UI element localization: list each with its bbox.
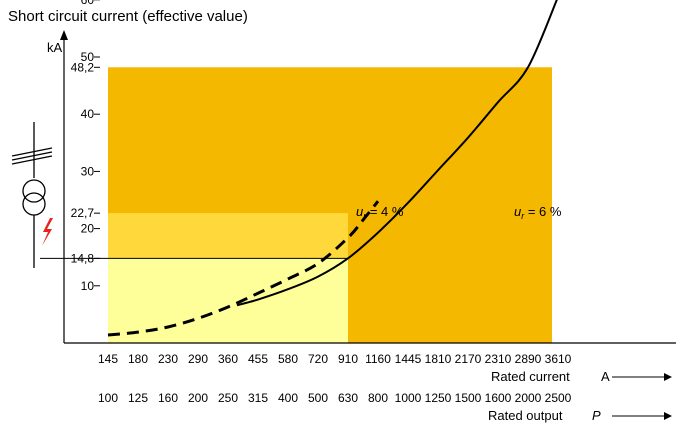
x-tick-label: 580: [278, 352, 298, 366]
x-tick-label: 400: [278, 391, 298, 405]
y-tick-label: 30: [81, 164, 95, 178]
x-tick-group-output: 100 125 160 200 250 315 400 500 630 800 1000 1250 15…: [98, 391, 572, 405]
x-tick-label: 1810: [425, 352, 452, 366]
y-tick-label: 60: [81, 0, 95, 7]
x-tick-label: 1600: [485, 391, 512, 405]
lightning-icon: [42, 218, 53, 246]
x-axis-arrow-current-icon: [664, 373, 672, 381]
y-tick-label: 50: [81, 50, 95, 64]
x-tick-label: 2500: [545, 391, 572, 405]
x-tick-label: 1160: [365, 352, 391, 366]
x-tick-label: 360: [218, 352, 238, 366]
x-tick-label: 720: [308, 352, 328, 366]
x-tick-label: 100: [98, 391, 118, 405]
highlight-rect-14-8: [108, 258, 348, 343]
x-tick-label: 2170: [455, 352, 482, 366]
x-tick-label: 125: [128, 391, 148, 405]
y-tick-label: 20: [81, 222, 95, 236]
x-tick-label: 455: [248, 352, 268, 366]
x-tick-label: 250: [218, 391, 238, 405]
y-tick-label: 14,8: [71, 251, 95, 265]
x-axis-label-current: Rated current: [491, 369, 570, 384]
y-tick-group: 10 14,8 20 22,7 30 40 48,250 60: [71, 0, 100, 293]
x-tick-label: 2310: [485, 352, 512, 366]
x-tick-label: 800: [368, 391, 388, 405]
transformer-symbol-icon: [11, 122, 53, 268]
x-tick-label: 1250: [425, 391, 452, 405]
x-tick-label: 290: [188, 352, 208, 366]
chart-title: Short circuit current (effective value): [8, 8, 248, 25]
x-axis-unit-current: A: [601, 369, 610, 384]
x-tick-label: 1445: [395, 352, 422, 366]
x-tick-label: 2000: [515, 391, 542, 405]
y-axis-label: kA: [47, 40, 63, 55]
curve-ur-4: [107, 200, 380, 337]
x-tick-label: 315: [248, 391, 268, 405]
x-tick-label: 180: [128, 352, 148, 366]
y-tick-label: 22,7: [71, 206, 95, 220]
x-tick-label: 1500: [455, 391, 482, 405]
curve-ur-6: [236, 0, 558, 307]
x-axis-label-output: Rated output: [488, 408, 563, 423]
y-tick-label: 40: [81, 107, 95, 121]
x-tick-label: 160: [158, 391, 178, 405]
x-tick-label: 200: [188, 391, 208, 405]
y-tick-label: 48,2: [71, 60, 95, 74]
annotation-ur-6: ur = 6 %: [514, 204, 562, 221]
x-axis-arrow-output-icon: [664, 412, 672, 420]
x-tick-label: 500: [308, 391, 328, 405]
annotation-ur-4: ur = 4 %: [356, 204, 404, 221]
x-tick-label: 1000: [395, 391, 422, 405]
x-tick-label: 630: [338, 391, 358, 405]
x-tick-label: 3610: [545, 352, 572, 366]
x-tick-label: 145: [98, 352, 118, 366]
x-axis-unit-output: P: [592, 408, 601, 423]
x-tick-label: 910: [338, 352, 358, 366]
x-tick-group-current: 145 180 230 290 360 455 580 720 910 1160 1445 1810 2…: [98, 352, 572, 366]
y-tick-label: 10: [81, 279, 95, 293]
y-axis-arrow-icon: [60, 30, 68, 40]
x-tick-label: 2890: [515, 352, 542, 366]
x-tick-label: 230: [158, 352, 178, 366]
